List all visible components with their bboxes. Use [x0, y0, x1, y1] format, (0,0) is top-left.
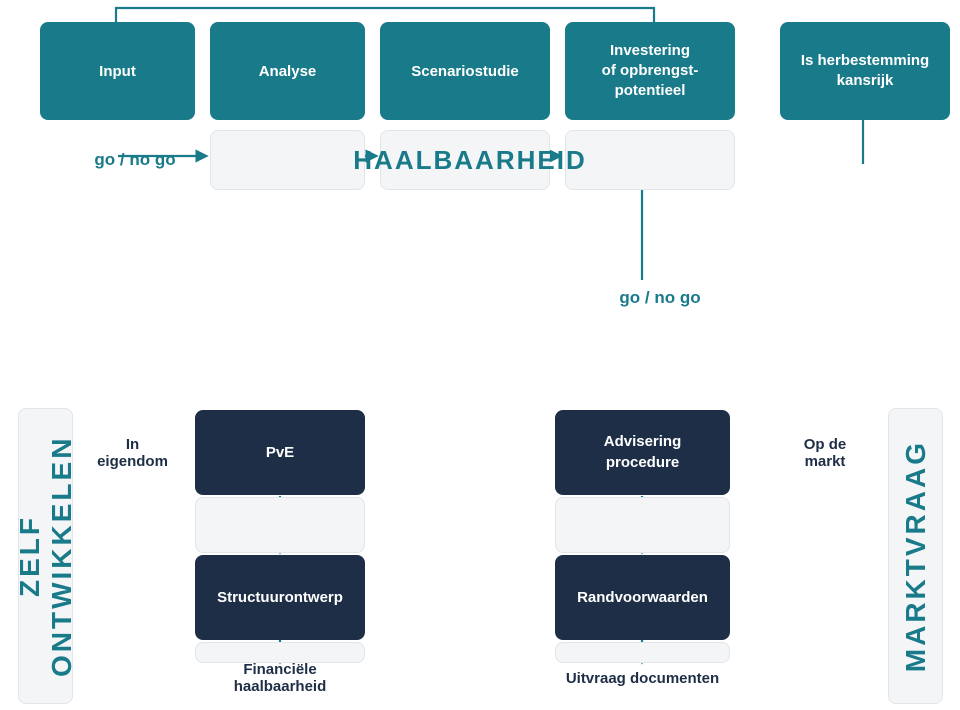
label-financiele: Financiële haalbaarheid [195, 663, 365, 693]
ghost-conn-1 [195, 642, 365, 663]
pillar-left: ZELF ONTWIKKELEN [18, 408, 73, 704]
label-uitvraag: Uitvraag documenten [555, 663, 730, 693]
ghost-conn-0 [195, 497, 365, 553]
label-opmarkt: Op de markt [775, 438, 875, 468]
go-no-go-top: go / no go [75, 146, 195, 174]
node-advisering: Adviseringprocedure [555, 410, 730, 495]
node-kansrijk: Is herbestemmingkansrijk [780, 22, 950, 120]
pillar-right: MARKTVRAAG [888, 408, 943, 704]
node-pve: PvE [195, 410, 365, 495]
node-structuur: Structuurontwerp [195, 555, 365, 640]
label-in_eigendom: In eigendom [85, 438, 180, 468]
ghost-conn-3 [555, 642, 730, 663]
node-randvoorw: Randvoorwaarden [555, 555, 730, 640]
node-analyse: Analyse [210, 22, 365, 120]
ghost-conn-2 [555, 497, 730, 553]
heading-haalbaarheid: HAALBAARHEID [300, 140, 640, 180]
node-input: Input [40, 22, 195, 120]
go-no-go-middle: go / no go [600, 285, 720, 311]
node-scenario: Scenariostudie [380, 22, 550, 120]
node-invest: Investeringof opbrengst-potentieel [565, 22, 735, 120]
